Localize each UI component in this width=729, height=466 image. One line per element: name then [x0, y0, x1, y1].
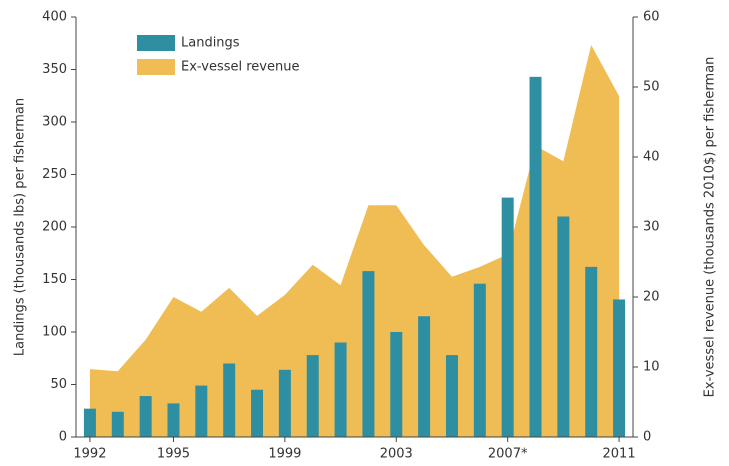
bar: [501, 197, 514, 437]
bar: [167, 403, 180, 437]
bar: [306, 355, 319, 437]
y-tick-label: 150: [42, 272, 67, 287]
y-tick-label: 250: [42, 167, 67, 182]
bar: [195, 385, 208, 437]
bar: [557, 216, 570, 437]
legend-label: Landings: [181, 36, 240, 51]
y-tick-label: 50: [50, 377, 67, 392]
y-tick-label: 200: [42, 220, 67, 235]
y2-tick-label: 60: [643, 10, 660, 25]
y2-tick-label: 0: [643, 430, 651, 445]
y-tick-label: 0: [59, 430, 67, 445]
y2-tick-label: 30: [643, 220, 660, 235]
x-tick-label: 1992: [73, 447, 106, 462]
bar: [83, 408, 96, 437]
bar: [362, 271, 375, 437]
y-tick-label: 400: [42, 10, 67, 25]
bar: [418, 316, 431, 437]
y-axis-label: Landings (thousands lbs) per fisherman: [13, 98, 28, 356]
bar: [529, 76, 542, 437]
y2-tick-label: 40: [643, 150, 660, 165]
bar: [334, 342, 347, 437]
bar: [473, 283, 486, 437]
x-tick-label: 2011: [603, 447, 636, 462]
area: [89, 45, 620, 437]
x-tick-label: 2007*: [488, 447, 528, 462]
bar: [111, 411, 124, 437]
legend-swatch: [137, 59, 175, 75]
y-tick-label: 350: [42, 62, 67, 77]
bar: [390, 332, 403, 437]
x-tick-label: 1999: [268, 447, 301, 462]
y2-tick-label: 10: [643, 360, 660, 375]
legend-label: Ex-vessel revenue: [181, 60, 299, 75]
y2-tick-label: 50: [643, 80, 660, 95]
bar: [613, 299, 626, 437]
y-tick-label: 300: [42, 115, 67, 130]
y2-axis-label: Ex-vessel revenue (thousands 2010$) per …: [703, 57, 718, 398]
bar: [223, 363, 236, 437]
bar: [278, 369, 291, 437]
legend-swatch: [137, 35, 175, 51]
bar: [251, 389, 264, 437]
x-tick-label: 2003: [380, 447, 413, 462]
y2-tick-label: 20: [643, 290, 660, 305]
bar: [585, 266, 598, 437]
x-tick-label: 1995: [157, 447, 190, 462]
bar: [139, 396, 152, 437]
bar: [445, 355, 458, 437]
y-tick-label: 100: [42, 325, 67, 340]
